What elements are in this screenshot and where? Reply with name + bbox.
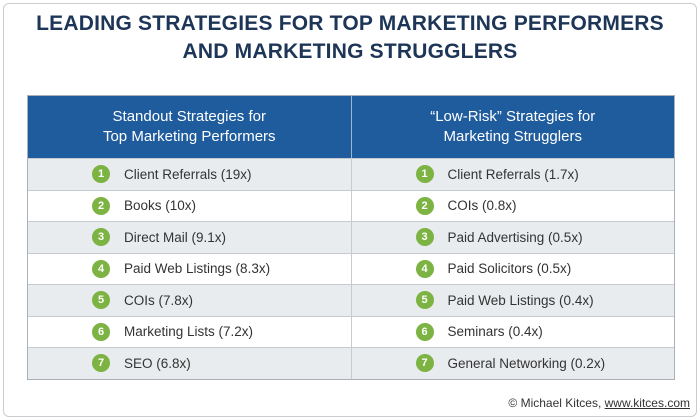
rank-badge: 3 (92, 228, 110, 247)
rank-badge: 2 (415, 196, 434, 215)
strategy-text: Client Referrals (1.7x) (447, 166, 579, 182)
rank-badge: 1 (415, 165, 434, 184)
header-text: Top Marketing Performers (102, 128, 276, 145)
rank-badge: 6 (415, 322, 434, 341)
table-row: 7 SEO (6.8x) 7 General Networking (0.2x) (28, 347, 674, 379)
rank-badge: 2 (92, 196, 110, 215)
table-cell: 6 Marketing Lists (7.2x) (28, 317, 351, 348)
link[interactable]: www.kitces.com (604, 396, 690, 410)
rank-badge: 4 (415, 259, 434, 278)
strategy-text: Direct Mail (9.1x) (124, 229, 227, 245)
title-line: AND MARKETING STRUGGLERS (182, 40, 518, 63)
strategy-text: SEO (6.8x) (124, 355, 191, 371)
table-row: 3 Direct Mail (9.1x) 3 Paid Advertising (0.… (28, 221, 674, 253)
table-cell: 2 Books (10x) (28, 191, 351, 222)
table-row: 5 COIs (7.8x) 5 Paid Web Listings (0.4x) (28, 284, 674, 316)
table-row: 2 Books (10x) 2 COIs (0.8x) (28, 189, 675, 222)
strategy-text: Client Referrals (19x) (124, 166, 252, 182)
rank-badge: 5 (415, 291, 434, 310)
strategy-text: COIs (0.8x) (447, 198, 517, 214)
footer: © Michael Kitces, www.kitces.com (508, 396, 690, 410)
table-row: 6 Marketing Lists (7.2x) 6 Seminars (0.4x) (28, 315, 675, 348)
table-cell: 3 Paid Advertising (0.5x) (350, 222, 675, 253)
frame (3, 3, 697, 417)
header-text: “Low-Risk” Strategies for (430, 108, 596, 125)
header-text: Marketing Strugglers (443, 128, 582, 145)
table-cell: 1 Client Referrals (1.7x) (350, 159, 675, 190)
header-text: Standout Strategies for (112, 108, 266, 125)
rank-badge: 7 (92, 354, 110, 373)
strategy-text: Books (10x) (124, 198, 197, 214)
credit: © Michael Kitces, (508, 396, 602, 410)
header-row: Standout Strategies for Top Marketing Pe… (28, 96, 674, 158)
title-line: LEADING STRATEGIES FOR TOP MARKETING PER… (36, 12, 664, 35)
strategy-text: Marketing Lists (7.2x) (124, 324, 254, 340)
table: Standout Strategies for Top Marketing Pe… (27, 95, 675, 380)
header-cell: Standout Strategies for Top Marketing Pe… (28, 96, 351, 158)
table-cell: 5 Paid Web Listings (0.4x) (350, 285, 675, 316)
rank-badge: 4 (92, 259, 110, 278)
title: LEADING STRATEGIES FOR TOP MARKETING PER… (0, 10, 700, 66)
table-row: 4 Paid Web Listings (8.3x) 4 Paid Solicitor… (28, 252, 675, 285)
strategy-text: Paid Web Listings (0.4x) (447, 292, 594, 308)
rank-badge: 7 (415, 354, 434, 373)
table-cell: 7 SEO (6.8x) (28, 348, 351, 379)
rank-badge: 1 (92, 165, 110, 184)
strategy-text: Paid Solicitors (0.5x) (447, 261, 572, 277)
table-cell: 7 General Networking (0.2x) (350, 348, 675, 379)
strategy-text: Paid Web Listings (8.3x) (124, 261, 271, 277)
rank-badge: 5 (92, 291, 110, 310)
table-cell: 5 COIs (7.8x) (28, 285, 351, 316)
table-cell: 2 COIs (0.8x) (350, 190, 675, 221)
table-cell: 4 Paid Web Listings (8.3x) (28, 254, 351, 285)
table-row: 1 Client Referrals (19x) 1 Client Referrals… (28, 158, 674, 190)
header-cell: “Low-Risk” Strategies for Marketing Stru… (350, 96, 675, 158)
strategy-text: Seminars (0.4x) (447, 324, 543, 340)
table-cell: 3 Direct Mail (9.1x) (28, 222, 351, 253)
strategy-text: General Networking (0.2x) (447, 355, 606, 371)
table-cell: 4 Paid Solicitors (0.5x) (350, 253, 675, 284)
strategy-text: COIs (7.8x) (124, 292, 194, 308)
table-body: 1 Client Referrals (19x) 1 Client Referrals… (28, 158, 674, 379)
table-cell: 1 Client Referrals (19x) (28, 159, 351, 190)
rank-badge: 3 (415, 228, 434, 247)
rank-badge: 6 (92, 322, 110, 341)
strategy-text: Paid Advertising (0.5x) (447, 229, 583, 245)
table-cell: 6 Seminars (0.4x) (350, 316, 675, 347)
